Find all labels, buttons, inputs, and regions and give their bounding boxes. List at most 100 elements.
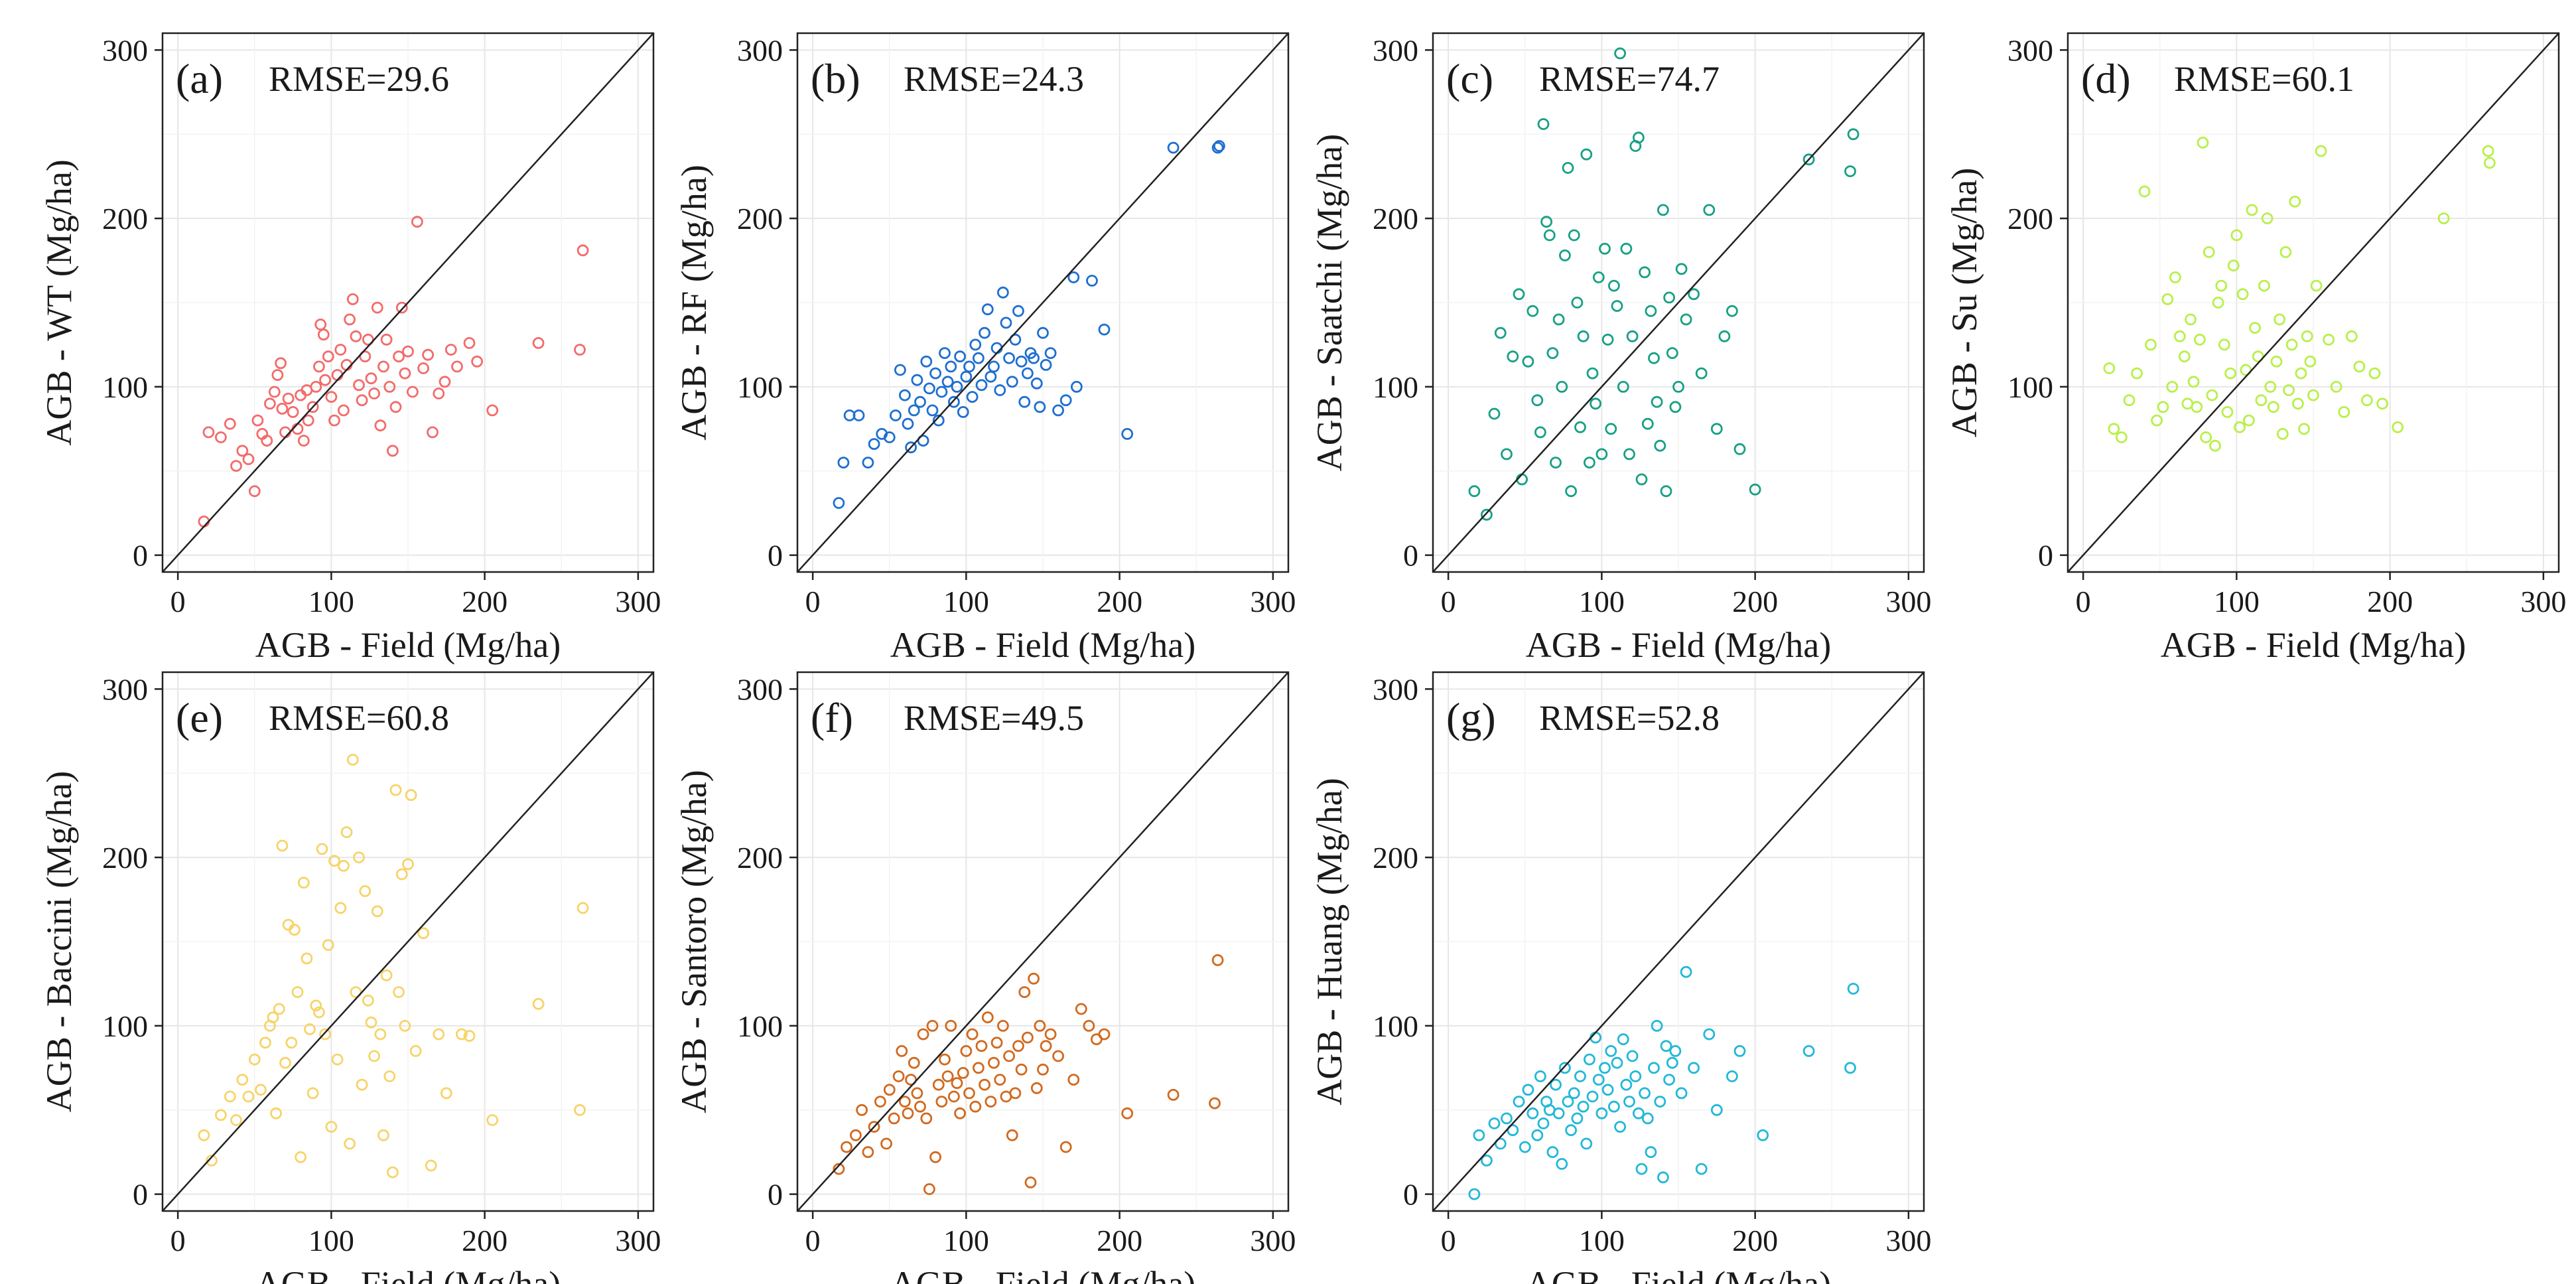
- x-tick-label: 200: [1732, 585, 1778, 618]
- y-tick-label: 200: [1373, 202, 1418, 236]
- data-point: [1028, 972, 1040, 985]
- data-point: [1006, 1129, 1018, 1141]
- data-point: [920, 355, 933, 368]
- data-point: [929, 367, 941, 380]
- data-point: [2307, 389, 2319, 401]
- data-point: [1574, 1070, 1586, 1082]
- x-tick-label: 200: [462, 585, 508, 618]
- data-point: [1614, 1121, 1627, 1133]
- data-point: [923, 382, 935, 395]
- data-point: [444, 344, 457, 356]
- data-point: [1558, 1062, 1571, 1074]
- data-point: [574, 1104, 586, 1116]
- data-point: [331, 1053, 344, 1066]
- data-point: [230, 460, 242, 472]
- data-point: [2376, 397, 2389, 410]
- data-point: [2221, 406, 2234, 418]
- data-point: [1015, 355, 1028, 368]
- data-point: [1657, 204, 1669, 216]
- data-point: [322, 939, 334, 951]
- panel-frame: [796, 32, 1290, 573]
- data-point: [1537, 1117, 1550, 1129]
- panel-tag: (d): [2081, 55, 2131, 102]
- one-to-one-line: [797, 33, 1288, 572]
- data-point: [1167, 141, 1180, 154]
- data-point: [1601, 333, 1614, 346]
- data-point: [926, 404, 939, 417]
- data-point: [1626, 330, 1639, 342]
- y-tick-label: 0: [133, 1178, 148, 1212]
- data-point: [1531, 394, 1544, 407]
- data-point: [1501, 1112, 1513, 1125]
- data-point: [314, 319, 327, 330]
- data-point: [862, 1146, 874, 1159]
- data-point: [1577, 330, 1590, 342]
- data-point: [1556, 381, 1568, 393]
- data-point: [1488, 407, 1501, 420]
- data-point: [1034, 401, 1046, 413]
- data-point: [340, 826, 353, 838]
- data-point: [1513, 288, 1525, 301]
- data-point: [988, 360, 1000, 373]
- rmse-annotation: RMSE=52.8: [1539, 698, 1720, 738]
- data-point: [319, 374, 332, 386]
- data-point: [1012, 1040, 1024, 1052]
- panel-tag: (e): [176, 694, 223, 741]
- data-point: [1648, 352, 1660, 364]
- data-point: [973, 352, 984, 364]
- data-point: [2360, 394, 2373, 407]
- x-tick-label: 300: [615, 585, 661, 618]
- data-point: [1641, 1112, 1654, 1125]
- data-point: [1635, 1163, 1648, 1175]
- data-point: [1651, 1020, 1663, 1032]
- data-point: [2236, 288, 2249, 301]
- data-point: [2246, 204, 2258, 216]
- data-point: [362, 333, 374, 346]
- data-point: [422, 348, 434, 361]
- panel-tag: (b): [811, 55, 860, 102]
- data-point: [267, 1011, 279, 1024]
- data-point: [389, 784, 402, 796]
- data-point: [963, 360, 975, 373]
- data-point: [1718, 330, 1731, 342]
- y-axis-title: AGB - Baccini (Mg/ha): [39, 771, 79, 1112]
- one-to-one-line: [2068, 33, 2559, 572]
- data-point: [359, 885, 372, 897]
- data-point: [868, 438, 880, 450]
- data-point: [2161, 293, 2174, 305]
- data-point: [1028, 352, 1040, 364]
- data-point: [1209, 1097, 1221, 1109]
- data-point: [1639, 266, 1651, 279]
- data-point: [2323, 333, 2335, 346]
- data-point: [356, 1078, 368, 1091]
- data-point: [371, 301, 383, 314]
- data-point: [198, 516, 210, 528]
- data-point: [1059, 1141, 1072, 1153]
- data-point: [251, 414, 264, 427]
- scatter-panel: 00 100 100 200 200 300 300 (b) RMSE=24.3 AGB - Fi…: [674, 32, 1296, 665]
- data-point: [263, 397, 276, 410]
- data-point: [1733, 1045, 1746, 1057]
- x-tick-label: 0: [170, 1224, 186, 1257]
- data-point: [1601, 1084, 1614, 1096]
- y-tick-label: 200: [1373, 841, 1418, 875]
- data-point: [1562, 1096, 1574, 1107]
- data-point: [322, 350, 334, 363]
- data-point: [344, 313, 356, 326]
- data-point: [1086, 275, 1098, 287]
- data-point: [966, 391, 979, 403]
- data-point: [2392, 421, 2404, 433]
- data-point: [2173, 330, 2186, 342]
- data-point: [389, 401, 402, 413]
- data-point: [1577, 1100, 1590, 1113]
- data-point: [2115, 431, 2128, 443]
- data-point: [377, 360, 389, 373]
- data-point: [576, 902, 589, 914]
- data-point: [1121, 428, 1134, 440]
- data-point: [932, 1078, 945, 1091]
- x-tick-label: 300: [1885, 585, 1931, 618]
- data-point: [317, 328, 330, 341]
- data-point: [945, 360, 957, 373]
- y-tick-label: 0: [133, 539, 148, 573]
- data-point: [1568, 1087, 1580, 1100]
